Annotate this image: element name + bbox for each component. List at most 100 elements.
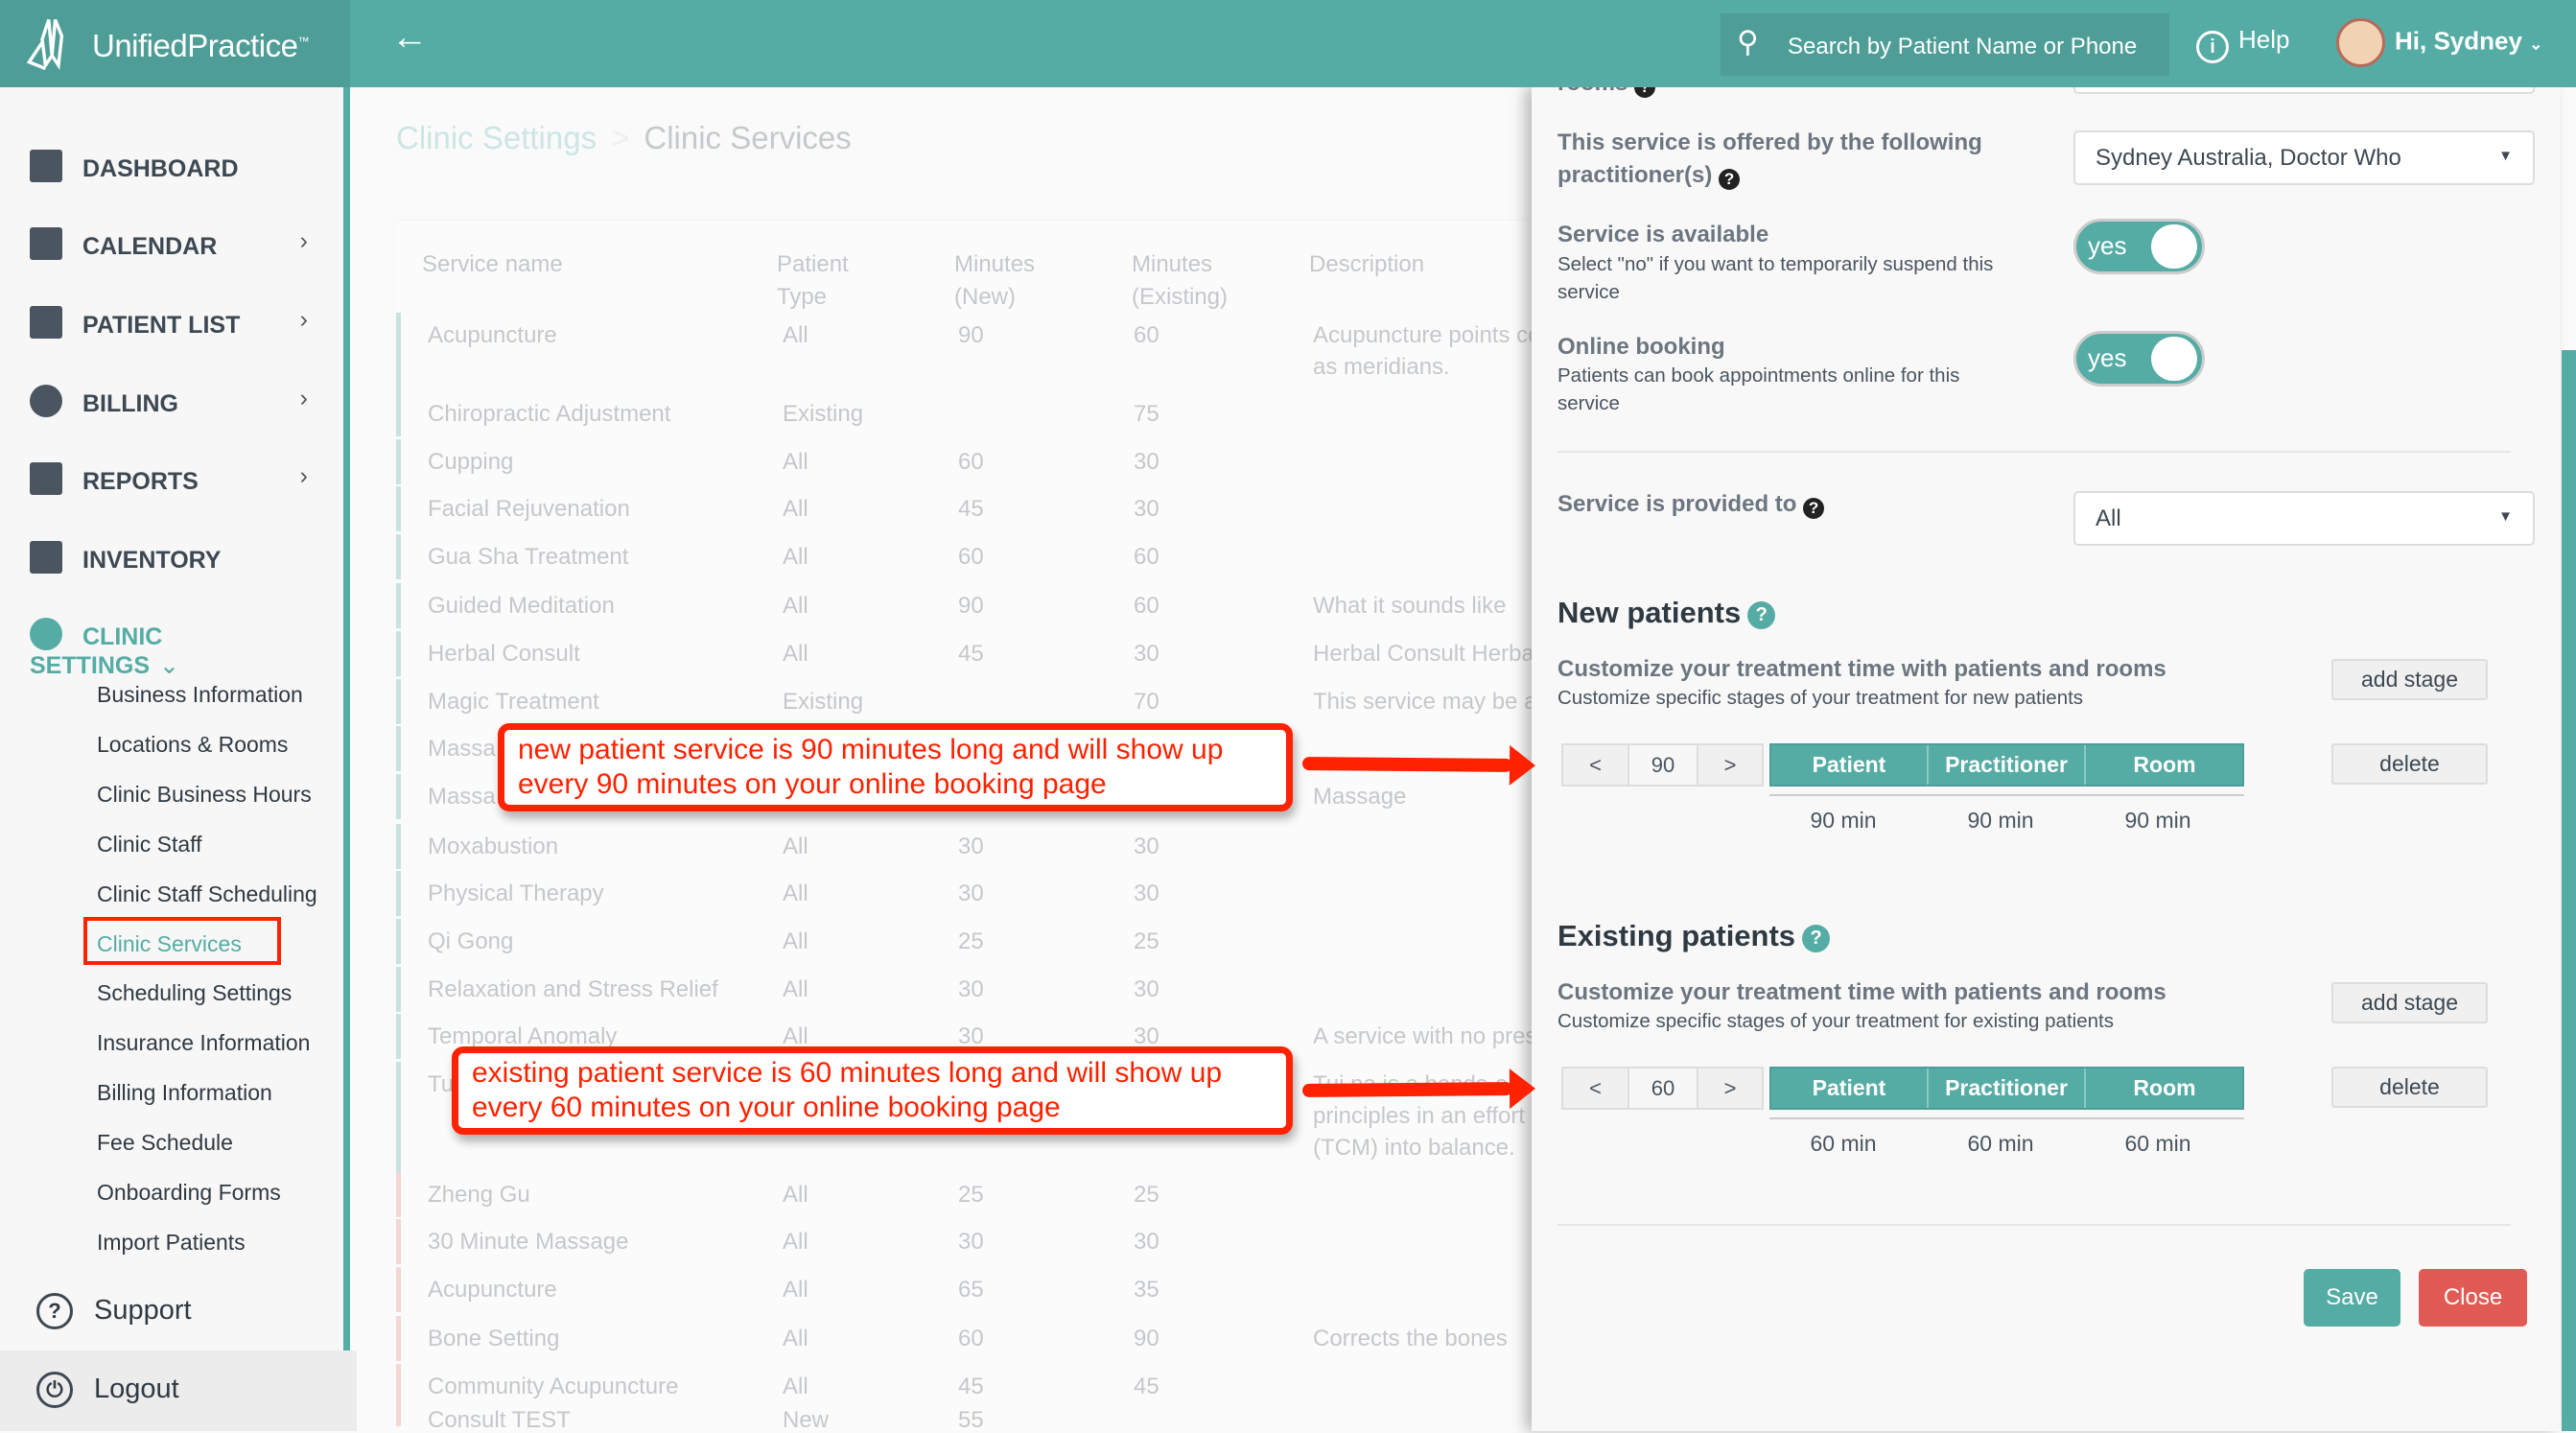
cell-type: All [783,593,808,619]
chevron-right-icon: › [299,462,308,489]
sidebar-item-clinic-settings[interactable]: CLINIC SETTINGS ⌄ [30,618,317,680]
cell-type: Existing [783,689,864,715]
sidebar-subitem[interactable]: Clinic Services [97,930,242,956]
annotation-callout-existing: existing patient service is 60 minutes l… [452,1046,1293,1135]
sidebar-item-billing[interactable]: BILLING › [30,385,317,418]
cell-new: 45 [958,641,984,667]
available-label: Service is available [1557,222,1769,247]
sidebar-subitem[interactable]: Import Patients [97,1229,246,1255]
dollar-icon [30,385,62,417]
delete-button[interactable]: delete [2331,743,2488,785]
delete-button[interactable]: delete [2331,1067,2488,1108]
cell-name: Moxabustion [428,834,559,859]
row-status-bar [396,919,401,964]
stage-patient[interactable]: Patient [1771,1069,1929,1108]
question-icon[interactable]: ? [1747,601,1776,629]
user-menu[interactable]: Hi, Sydney ⌄ [2336,18,2542,67]
cell-type: All [783,834,808,859]
close-button[interactable]: Close [2419,1269,2527,1327]
stage-room[interactable]: Room [2133,1075,2196,1100]
logo-text-light: Practice [187,28,298,63]
help-button[interactable]: i Help [2196,25,2289,63]
sidebar-item-dashboard[interactable]: DASHBOARD [30,150,317,183]
cell-type: All [783,322,808,348]
sidebar-subitem[interactable]: Onboarding Forms [97,1180,281,1205]
available-hint: Select "no" if you want to temporarily s… [1557,253,1994,303]
question-icon: ? [1719,169,1741,190]
new-title: New patients [1557,596,1742,629]
sidebar-item-patient-list[interactable]: PATIENT LIST › [30,306,317,340]
breadcrumb-parent[interactable]: Clinic Settings [396,120,597,155]
add-stage-button[interactable]: add stage [2331,982,2488,1023]
cell-name: Community Acupuncture [428,1374,679,1399]
add-stage-button[interactable]: add stage [2331,659,2488,700]
cell-name: Acupuncture [428,1277,557,1303]
sidebar-subitem[interactable]: Scheduling Settings [97,980,293,1006]
stage-room[interactable]: Room [2133,752,2196,777]
cell-name: Physical Therapy [428,881,604,906]
cell-existing: 30 [1134,976,1159,1002]
available-toggle[interactable]: yes [2073,219,2205,274]
cell-new: 30 [958,881,984,906]
app-logo[interactable]: UnifiedPractice™ [0,0,350,87]
duration-stepper[interactable]: <60 > [1561,1067,1764,1110]
sidebar-subitem[interactable]: Locations & Rooms [97,731,289,757]
cell-new: 25 [958,1182,984,1208]
row-status-bar [396,486,401,531]
column-header-description: Description [1309,251,1425,277]
row-status-bar [396,1316,401,1361]
decrement-button[interactable]: < [1563,745,1629,785]
stage-patient[interactable]: Patient [1771,745,1929,785]
question-icon[interactable]: ? [1802,925,1831,952]
cell-name: Guided Meditation [428,593,615,619]
new-patients-section: New patients? Customize your treatment ti… [1532,587,2560,882]
customize-hint: Customize specific stages of your treatm… [1557,687,2084,709]
cell-name: Relaxation and Stress Relief [428,976,718,1002]
cell-type: All [783,641,808,667]
logout-link[interactable]: ⏻ Logout [0,1351,357,1431]
question-icon: ? [1803,498,1825,519]
user-icon [30,306,62,339]
increment-button[interactable]: > [1697,1069,1762,1108]
annotation-arrow-icon [1301,757,1513,772]
sidebar-subitem[interactable]: Fee Schedule [97,1130,233,1156]
stage-minutes: 90 min [1967,808,2034,833]
sidebar-subitem[interactable]: Business Information [97,682,303,707]
caret-down-icon: ▼ [2498,148,2513,164]
scrollbar[interactable] [2562,350,2576,1431]
cell-existing: 25 [1134,928,1159,954]
sidebar-item-reports[interactable]: REPORTS › [30,462,317,496]
cell-existing: 75 [1134,401,1159,427]
sidebar-item-calendar[interactable]: CALENDAR › [30,227,317,261]
duration-value[interactable]: 90 [1629,745,1697,785]
duration-value[interactable]: 60 [1629,1069,1697,1108]
cell-name: Chiropractic Adjustment [428,401,671,427]
stage-practitioner[interactable]: Practitioner [1929,1069,2086,1108]
inventory-icon [30,541,62,574]
cell-name: Herbal Consult [428,641,580,667]
sidebar-item-inventory[interactable]: INVENTORY [30,541,317,575]
support-link[interactable]: ? Support [0,1272,350,1351]
cell-type: All [783,1326,808,1351]
sidebar-subitem[interactable]: Clinic Staff Scheduling [97,881,317,906]
sidebar-subitem[interactable]: Insurance Information [97,1030,311,1056]
provided-to-select[interactable]: All ▼ [2073,491,2535,546]
nav-label: INVENTORY [82,547,222,574]
row-status-bar [396,1062,401,1189]
nav-label: BILLING [82,390,178,417]
cell-type: All [783,496,808,522]
stage-practitioner[interactable]: Practitioner [1929,745,2086,785]
save-button[interactable]: Save [2304,1269,2400,1327]
practitioners-select[interactable]: Sydney Australia, Doctor Who ▼ [2073,130,2535,185]
online-booking-toggle[interactable]: yes [2073,331,2205,387]
duration-stepper[interactable]: <90 > [1561,743,1764,787]
arrow-left-icon[interactable]: ← [391,17,428,58]
decrement-button[interactable]: < [1563,1069,1629,1108]
sidebar-subitem[interactable]: Billing Information [97,1080,272,1106]
increment-button[interactable]: > [1697,745,1762,785]
stage-divider [1769,1117,2244,1119]
sidebar-subitem[interactable]: Clinic Staff [97,831,202,857]
gear-icon [30,618,62,650]
search-input[interactable]: ⚲ Search by Patient Name or Phone [1721,13,2169,76]
sidebar-subitem[interactable]: Clinic Business Hours [97,781,312,807]
